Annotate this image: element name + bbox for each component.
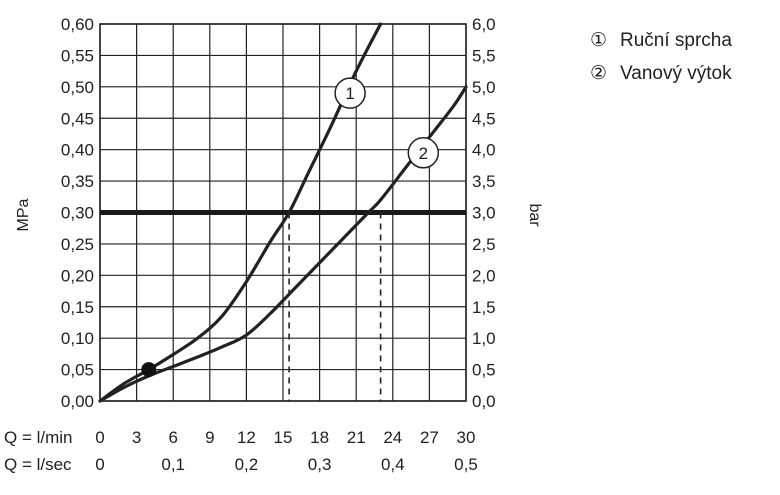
legend-label-1: Ruční sprcha	[620, 30, 732, 51]
x-axis-lsec-title: Q = l/sec	[4, 455, 72, 474]
y-tick-left: 0,60	[61, 15, 94, 34]
y-tick-right: 6,0	[472, 15, 496, 34]
y-axis-right-title: bar	[526, 203, 543, 227]
x-tick-lmin: 15	[274, 428, 293, 447]
x-axis-lmin-title: Q = l/min	[4, 428, 73, 447]
y-tick-left: 0,50	[61, 78, 94, 97]
y-tick-right: 5,5	[472, 46, 496, 65]
y-tick-right: 3,0	[472, 204, 496, 223]
y-tick-right: 2,0	[472, 266, 496, 285]
y-axis-left-title: MPa	[15, 198, 32, 231]
x-tick-lmin: 0	[95, 428, 104, 447]
x-tick-lmin: 6	[168, 428, 177, 447]
x-tick-lsec: 0,4	[381, 455, 405, 474]
y-tick-right: 1,0	[472, 329, 496, 348]
y-tick-left: 0,25	[61, 235, 94, 254]
series-group: 12	[98, 22, 468, 403]
y-tick-left: 0,30	[61, 204, 94, 223]
y-tick-right: 3,5	[472, 172, 496, 191]
x-tick-lmin: 21	[347, 428, 366, 447]
y-tick-right: 1,5	[472, 298, 496, 317]
x-tick-lmin: 12	[237, 428, 256, 447]
y-axis-left-ticks: 0,00 0,05 0,10 0,15 0,20 0,25 0,30 0,35 0,40 0,45…	[61, 15, 94, 411]
x-tick-lsec: 0,5	[454, 455, 478, 474]
y-tick-left: 0,35	[61, 172, 94, 191]
series-marker-1	[334, 77, 366, 109]
y-tick-left: 0,45	[61, 109, 94, 128]
x-tick-lmin: 9	[205, 428, 214, 447]
axis-titles: MPa bar Q = l/min Q = l/sec	[4, 198, 543, 474]
y-tick-right: 5,0	[472, 78, 496, 97]
series-marker-label-1: 1	[345, 84, 354, 103]
x-tick-lmin: 3	[132, 428, 141, 447]
x-axis-ticks: 0 3 6 9 12 15 18 21 24 27 30 0 0,1 0,2 0,3 0,4 0,5	[95, 428, 478, 474]
x-tick-lmin: 30	[457, 428, 476, 447]
x-tick-lsec: 0,3	[308, 455, 332, 474]
y-tick-left: 0,55	[61, 46, 94, 65]
y-tick-left: 0,15	[61, 298, 94, 317]
y-tick-left: 0,40	[61, 141, 94, 160]
series-marker-2	[407, 137, 440, 169]
legend-symbol-1: ①	[590, 30, 607, 51]
y-tick-left: 0,10	[61, 329, 94, 348]
legend-symbol-2: ②	[590, 63, 607, 84]
data-point	[141, 362, 157, 378]
x-tick-lsec: 0,2	[235, 455, 259, 474]
x-tick-lsec: 0,1	[161, 455, 185, 474]
legend-label-2: Vanový výtok	[620, 63, 732, 84]
x-tick-lmin: 24	[383, 428, 402, 447]
y-tick-right: 4,0	[472, 141, 496, 160]
x-tick-lsec: 0	[95, 455, 104, 474]
x-tick-lmin: 18	[310, 428, 329, 447]
y-tick-left: 0,20	[61, 266, 94, 285]
x-tick-lmin: 27	[420, 428, 439, 447]
y-tick-left: 0,00	[61, 392, 94, 411]
y-tick-left: 0,05	[61, 361, 94, 380]
y-tick-right: 0,0	[472, 392, 496, 411]
y-tick-right: 4,5	[472, 109, 496, 128]
series-marker-label-2: 2	[419, 144, 428, 163]
y-axis-right-ticks: 0,0 0,5 1,0 1,5 2,0 2,5 3,0 3,5 4,0 4,5 5,0 5,5 6,0	[472, 15, 496, 411]
y-tick-right: 0,5	[472, 361, 496, 380]
legend: ① Ruční sprcha ② Vanový výtok	[590, 30, 732, 84]
y-tick-right: 2,5	[472, 235, 496, 254]
